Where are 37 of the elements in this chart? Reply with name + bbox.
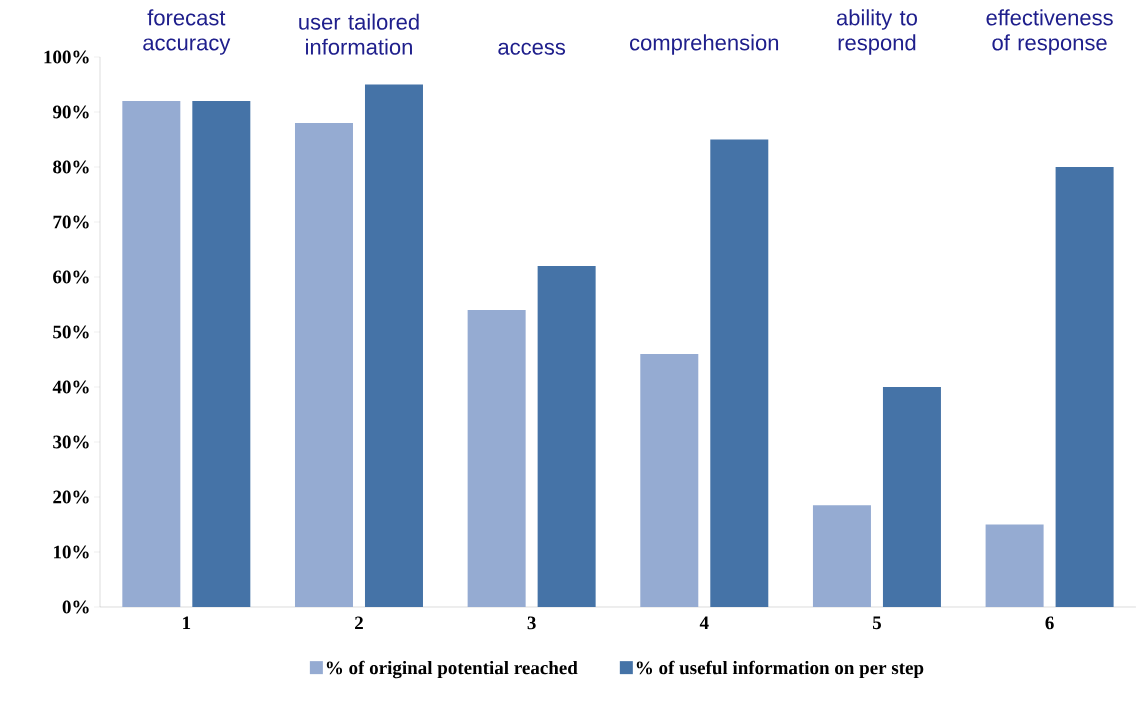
y-tick-label: 20%	[53, 490, 89, 504]
x-tick-label: 4	[699, 616, 709, 630]
bar	[985, 524, 1044, 607]
bar	[294, 122, 353, 607]
y-tick-label: 50%	[53, 325, 89, 339]
x-tick-label: 6	[1045, 616, 1054, 630]
legend-label: % of useful information on per step	[636, 660, 924, 679]
y-tick-label: 60%	[53, 270, 89, 284]
bar	[812, 505, 871, 607]
bar	[1055, 167, 1114, 607]
bar	[537, 266, 596, 607]
bar	[710, 139, 769, 607]
x-tick-label: 2	[355, 616, 363, 630]
bar	[364, 84, 423, 607]
text: comprehension	[630, 34, 779, 55]
x-tick-label: 1	[183, 616, 191, 630]
legend-label: % of original potential reached	[326, 660, 578, 679]
bar	[640, 354, 699, 607]
bar	[882, 387, 941, 607]
text: ability to respond	[836, 9, 917, 55]
x-tick-label: 5	[872, 616, 881, 630]
bar	[122, 100, 181, 607]
y-tick-label: 10%	[53, 545, 89, 559]
bar	[192, 100, 251, 607]
text: user tailored information	[299, 13, 419, 55]
text: forecast accuracy	[143, 9, 231, 55]
y-tick-label: 80%	[53, 160, 89, 174]
text: effectiveness of response	[986, 9, 1113, 55]
y-tick-label: 0%	[62, 600, 89, 614]
y-tick-label: 90%	[52, 105, 89, 119]
y-tick-label: 70%	[53, 215, 89, 229]
y-tick-label: 30%	[53, 435, 89, 449]
y-tick-label: 100%	[44, 50, 89, 64]
bar	[467, 310, 526, 607]
x-tick-label: 3	[527, 616, 536, 630]
y-tick-label: 40%	[52, 380, 89, 394]
text: access	[498, 42, 566, 55]
